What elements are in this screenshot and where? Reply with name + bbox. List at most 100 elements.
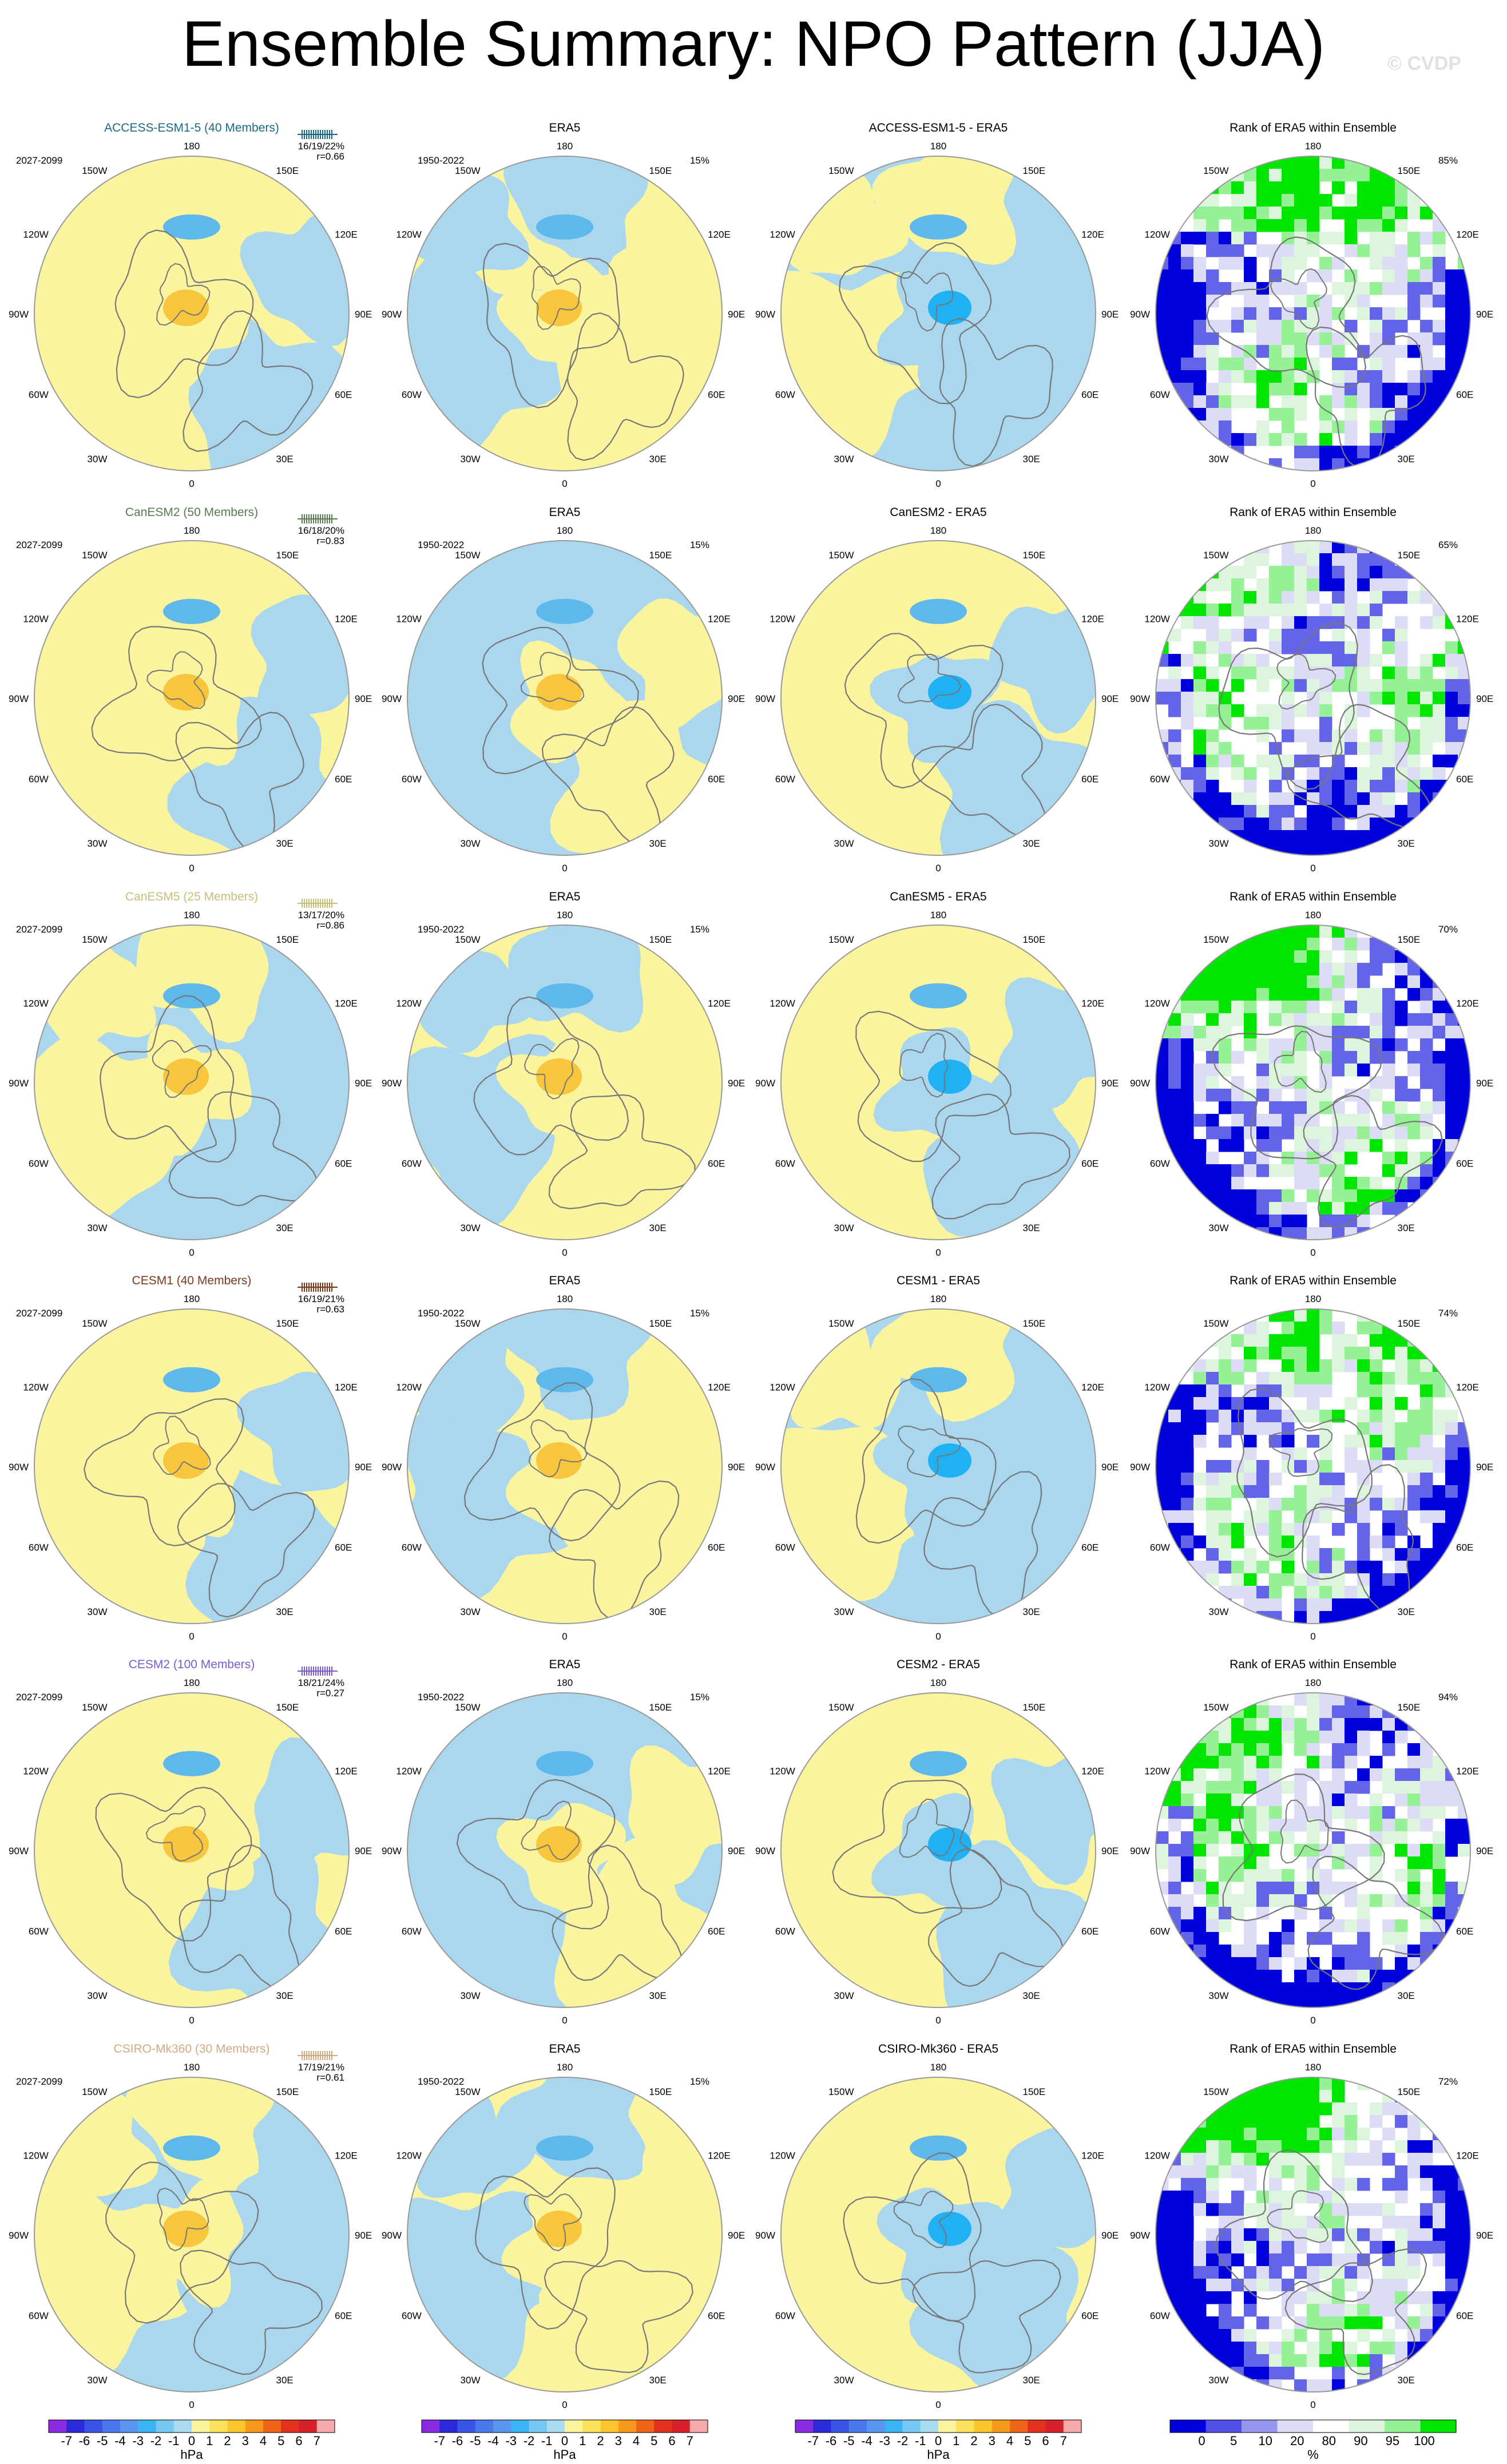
longitude-label: 120W: [1144, 229, 1169, 240]
rank-cell: [1345, 207, 1358, 220]
rank-cell: [1357, 1743, 1370, 1756]
longitude-label: 60E: [1081, 1926, 1098, 1937]
rank-cell: [1294, 2379, 1307, 2392]
rank-cell: [1168, 629, 1181, 642]
rank-cell: [1156, 1202, 1169, 1215]
longitude-label: 120W: [396, 1382, 421, 1393]
rank-cell: [1244, 1215, 1257, 1228]
rank-cell: [1433, 1731, 1446, 1744]
rank-cell: [1433, 950, 1446, 963]
rank-cell: [1219, 1126, 1232, 1140]
rank-cell: [1458, 963, 1470, 976]
rank-cell: [1458, 1447, 1470, 1461]
rank-cell: [1219, 1907, 1232, 1920]
rank-cell: [1445, 181, 1458, 195]
rank-cell: [1420, 2241, 1433, 2254]
rank-cell: [1168, 666, 1181, 680]
rank-cell: [1181, 818, 1194, 831]
rank-cell: [1244, 1781, 1257, 1794]
colorbar-swatch: [1010, 2420, 1028, 2433]
rank-cell: [1307, 1573, 1320, 1586]
rank-cell: [1332, 578, 1345, 592]
rank-cell: [1382, 1051, 1395, 1064]
longitude-label: 30E: [1023, 1223, 1040, 1233]
rank-cell: [1420, 1561, 1433, 1574]
rank-cell: [1269, 704, 1282, 717]
rank-cell: [1269, 219, 1282, 232]
rank-cell: [1420, 1586, 1433, 1599]
rank-cell: [1357, 2379, 1370, 2392]
rank-cell: [1433, 1794, 1446, 1807]
rank-cell: [1445, 1422, 1458, 1435]
rank-cell: [1294, 395, 1307, 408]
rank-cell: [1382, 1548, 1395, 1561]
rank-cell: [1458, 156, 1470, 169]
coastline: [528, 1419, 588, 1478]
rank-cell: [1307, 616, 1320, 629]
rank-cell: [1407, 1882, 1421, 1895]
rank-cell: [1244, 604, 1257, 617]
rank-cell: [1193, 219, 1207, 232]
rank-cell: [1445, 2178, 1458, 2191]
rank-cell: [1420, 1076, 1433, 1089]
rank-cell: [1307, 2165, 1320, 2179]
rank-cell: [1168, 755, 1181, 768]
rank-cell: [1407, 963, 1421, 976]
rank-cell: [1244, 2165, 1257, 2179]
rank-cell: [1370, 2115, 1383, 2128]
rank-cell: [1445, 408, 1458, 421]
rank-cell: [1219, 604, 1232, 617]
rank-cell: [1319, 1573, 1332, 1586]
map-border: [1155, 156, 1471, 471]
rank-cell: [1282, 1882, 1295, 1895]
coastline: [911, 2259, 1061, 2374]
rank-cell: [1244, 1982, 1257, 1995]
rank-cell: [1445, 2253, 1458, 2267]
rank-cell: [1231, 1051, 1244, 1064]
rank-cell: [1206, 2128, 1219, 2141]
rank-cell: [1345, 1970, 1358, 1983]
rank-cell: [1357, 1957, 1370, 1970]
rank-cell: [1256, 1995, 1270, 2007]
rank-cell: [1319, 1051, 1332, 1064]
model-correlation: r=0.86: [316, 920, 344, 931]
rank-cell: [1307, 169, 1320, 182]
rank-cell: [1433, 420, 1446, 434]
rank-cell: [1407, 1844, 1421, 1857]
coastline: [146, 651, 205, 709]
rank-cell: [1269, 320, 1282, 333]
rank-cell: [1168, 2128, 1181, 2141]
rank-cell: [1156, 1322, 1169, 1335]
rank-cell: [1458, 1586, 1470, 1599]
rank-cell: [1256, 616, 1270, 629]
rank-cell: [1269, 792, 1282, 806]
rank-cell: [1445, 358, 1458, 371]
rank-cell: [1269, 1957, 1282, 1970]
rank-cell: [1206, 1756, 1219, 1769]
rank-cell: [1231, 2253, 1244, 2267]
model-title: ACCESS-ESM1-5 (40 Members): [104, 121, 279, 134]
colorbar-swatch: [120, 2420, 138, 2433]
rank-cell: [1282, 2191, 1295, 2204]
colorbar-tick-label: 10: [1258, 2434, 1272, 2448]
colorbar-tick-label: -4: [114, 2434, 126, 2448]
coastline: [100, 995, 236, 1163]
rank-cell: [1256, 830, 1270, 843]
longitude-label: 180: [184, 525, 200, 536]
rank-cell: [1420, 1982, 1433, 1995]
rank-cell: [1395, 1101, 1408, 1114]
rank-cell: [1168, 370, 1181, 383]
rank-cell: [1445, 307, 1458, 320]
rank-cell: [1445, 1561, 1458, 1574]
longitude-label: 60W: [1150, 1926, 1170, 1937]
longitude-label: 180: [1305, 525, 1321, 536]
rank-cell: [1433, 2354, 1446, 2367]
rank-cell: [1219, 1164, 1232, 1177]
rank-cell: [1282, 307, 1295, 320]
longitude-label: 30W: [461, 1223, 481, 1233]
colorbar-swatch: [1385, 2420, 1421, 2433]
coastline: [855, 1378, 997, 1544]
rank-cell: [1319, 2379, 1332, 2392]
rank-cell: [1307, 1718, 1320, 1731]
